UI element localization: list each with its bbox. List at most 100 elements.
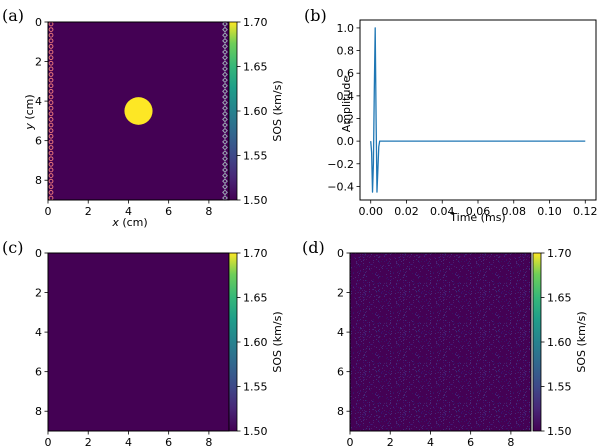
receiver-marker <box>222 183 228 190</box>
colorbar-label: SOS (km/s) <box>575 311 588 372</box>
panel-a-xlabel: x (cm) <box>111 216 147 229</box>
x-tick-label: 0.08 <box>502 205 527 218</box>
x-tick-label: 0.04 <box>430 205 455 218</box>
panel-c-field <box>48 253 229 431</box>
x-tick-label: 4 <box>125 436 132 447</box>
panel-label-b: (b) <box>304 6 327 25</box>
source-marker <box>48 100 54 105</box>
x-tick-label: 0.00 <box>358 205 383 218</box>
receiver-marker <box>222 172 228 179</box>
y-tick-label: 0 <box>35 16 42 29</box>
source-marker <box>48 66 54 72</box>
source-marker <box>48 49 54 55</box>
y-tick-label: −0.4 <box>327 180 354 193</box>
waveform-line <box>370 27 586 193</box>
colorbar-tick-label: 1.65 <box>243 61 268 74</box>
receiver-marker <box>222 144 228 151</box>
panel-label-a: (a) <box>2 6 24 25</box>
y-tick-label: 8 <box>35 405 42 418</box>
receiver-marker <box>222 88 228 95</box>
x-tick-label: 2 <box>387 436 394 447</box>
colorbar-tick-label: 1.55 <box>243 150 268 163</box>
plot-frame <box>359 19 597 201</box>
colorbar-tick-label: 1.65 <box>547 292 572 305</box>
y-tick-label: 6 <box>35 366 42 379</box>
y-tick-label: 6 <box>35 135 42 148</box>
x-tick-label: 6 <box>165 436 172 447</box>
source-marker <box>48 161 54 167</box>
panel-b-ylabel: Amplitude <box>340 76 353 133</box>
source-marker <box>48 122 54 128</box>
source-marker <box>48 156 54 162</box>
x-tick-label: 8 <box>507 436 514 447</box>
y-tick-label: 8 <box>35 174 42 187</box>
source-marker <box>48 32 54 38</box>
receiver-marker <box>222 155 228 162</box>
source-marker <box>48 44 54 49</box>
receiver-marker <box>222 82 228 89</box>
receiver-marker <box>222 49 228 55</box>
source-marker <box>48 167 54 173</box>
colorbar-tick-label: 1.60 <box>243 336 268 349</box>
source-marker <box>48 150 54 156</box>
receiver-marker <box>222 43 228 50</box>
colorbar <box>228 21 238 201</box>
panel-d-heatmap: 0 2 4 6 8 0 2 4 6 8 1.70 1.65 1.60 1.55 1.50 SOS (km/s) <box>337 247 588 447</box>
y-tick-label: −0.2 <box>327 158 354 171</box>
source-marker <box>48 77 54 83</box>
x-tick-label: 0.10 <box>537 205 562 218</box>
source-marker <box>48 27 54 32</box>
receiver-marker <box>222 77 228 84</box>
receiver-marker <box>222 178 228 185</box>
receiver-marker <box>222 21 228 27</box>
receiver-marker <box>222 138 228 145</box>
colorbar-label: SOS (km/s) <box>271 80 284 141</box>
receiver-marker <box>222 167 228 173</box>
y-tick-label: 4 <box>337 326 344 339</box>
source-marker <box>48 190 54 195</box>
y-tick-label: 1.0 <box>337 22 355 35</box>
colorbar <box>532 252 542 432</box>
panel-c-heatmap: 0 2 4 6 8 0 2 4 6 8 1.70 1.65 1.60 1.55 1.50 SOS (km/s) <box>35 247 284 447</box>
receiver-marker <box>222 127 228 134</box>
panel-label-c: (c) <box>2 238 23 257</box>
colorbar-tick-label: 1.60 <box>243 105 268 118</box>
colorbar-tick-label: 1.50 <box>243 194 268 207</box>
y-tick-label: 2 <box>337 287 344 300</box>
x-tick-label: 8 <box>205 205 212 218</box>
panel-a-ylabel: y (cm) <box>23 94 36 130</box>
source-marker <box>48 111 54 117</box>
receiver-marker <box>222 37 228 44</box>
x-tick-label: 0 <box>45 205 52 218</box>
x-tick-label: 4 <box>427 436 434 447</box>
colorbar-tick-label: 1.55 <box>547 381 572 394</box>
x-tick-label: 0 <box>347 436 354 447</box>
source-marker <box>48 184 54 190</box>
receiver-marker <box>222 122 228 128</box>
receiver-marker <box>222 26 228 33</box>
panel-a-heatmap: 0 2 4 6 8 0 2 4 6 8 1.70 1.65 1.60 1.55 1.50 SOS (km/s) <box>35 16 284 218</box>
panel-d-frame <box>349 252 532 432</box>
source-marker <box>48 133 54 139</box>
inclusion-circle <box>124 97 153 125</box>
colorbar-tick-label: 1.55 <box>243 381 268 394</box>
colorbar-label: SOS (km/s) <box>271 311 284 372</box>
receiver-marker <box>222 54 228 61</box>
receiver-marker <box>222 110 228 117</box>
x-tick-label: 6 <box>165 205 172 218</box>
colorbar <box>228 252 238 432</box>
x-tick-label: 0.02 <box>394 205 419 218</box>
source-marker <box>48 88 54 94</box>
receiver-marker <box>222 150 228 157</box>
y-tick-label: 0.2 <box>337 112 355 125</box>
panel-label-d: (d) <box>302 238 325 257</box>
y-tick-label: 0.6 <box>337 67 355 80</box>
source-marker <box>48 145 54 150</box>
source-marker <box>48 173 54 178</box>
receiver-marker <box>222 189 228 196</box>
receiver-marker <box>222 133 228 140</box>
receiver-marker <box>222 105 228 112</box>
colorbar-tick-label: 1.60 <box>547 336 572 349</box>
y-tick-label: 6 <box>337 366 344 379</box>
receiver-marker <box>222 32 228 39</box>
